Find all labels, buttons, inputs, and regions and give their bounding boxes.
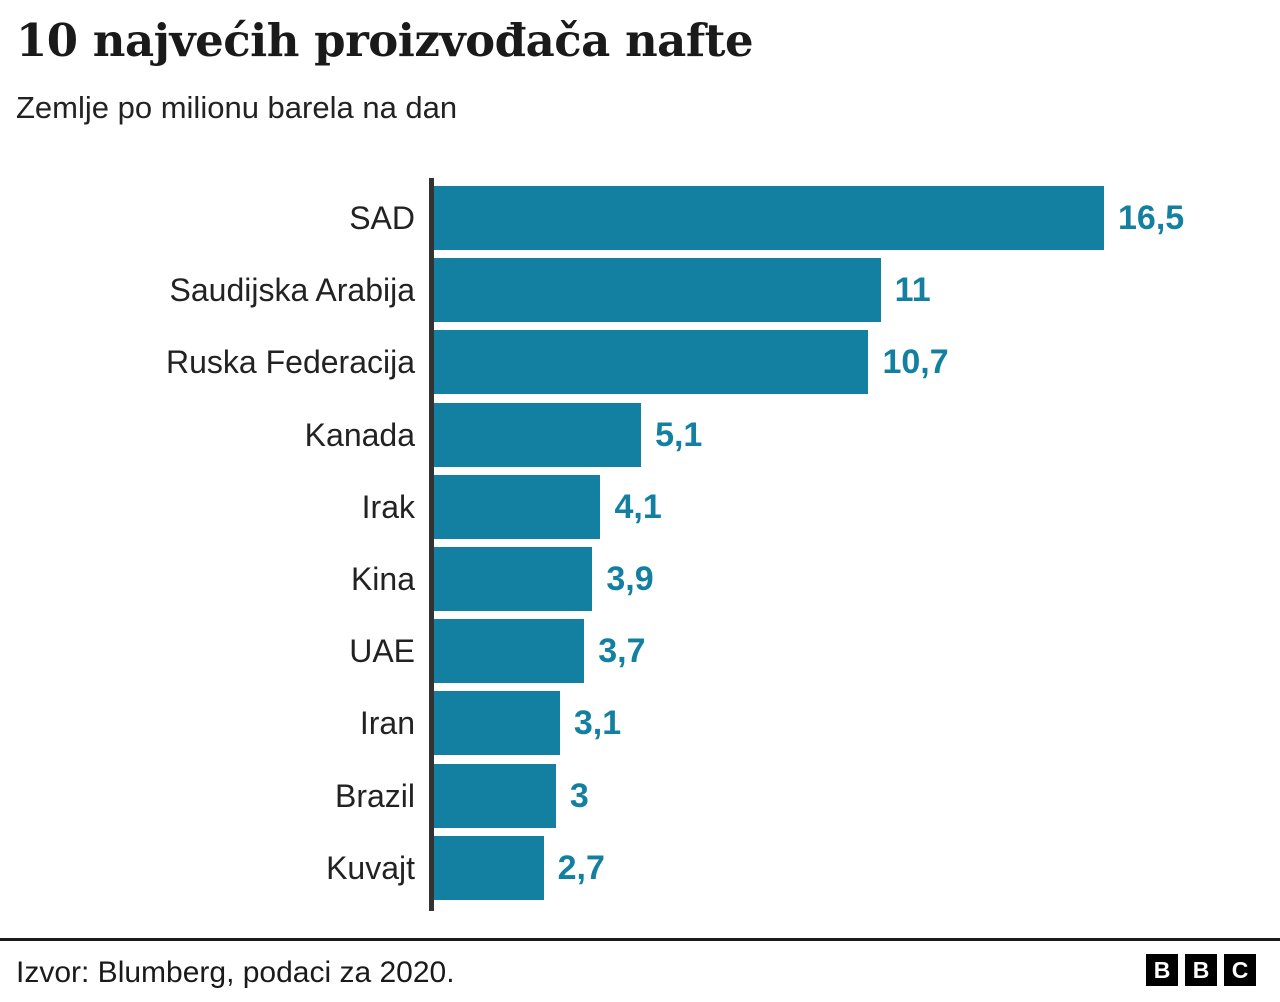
category-label: Brazil [334,777,415,814]
chart-subtitle: Zemlje po milionu barela na dan [16,90,458,125]
value-label: 3,1 [573,704,622,743]
category-label: Kuvajt [326,849,415,886]
bar-row: SAD 16,5 [0,186,1280,258]
bar [434,330,869,395]
bar-row: UAE 3,7 [0,619,1280,691]
bar [434,474,601,539]
bar-row: Irak 4,1 [0,474,1280,547]
chart-title: 10 najvećih proizvođača nafte [16,14,754,67]
bbc-logo: B B C [1146,954,1256,986]
bbc-logo-letter: B [1146,954,1178,986]
bar-row: Kuvajt 2,7 [0,835,1280,908]
value-label: 11 [894,271,931,310]
bar-row: Saudijska Arabija 11 [0,258,1280,330]
bar-row: Ruska Federacija 10,7 [0,330,1280,402]
value-label: 16,5 [1118,199,1185,237]
bar [434,835,544,900]
bar-row: Iran 3,1 [0,691,1280,763]
bar [434,402,642,467]
bar [434,186,1104,250]
category-label: Saudijska Arabija [169,272,415,309]
category-label: Kanada [304,416,415,453]
value-label: 5,1 [655,415,703,454]
category-label: Kina [350,560,415,597]
bar-row: Kanada 5,1 [0,402,1280,475]
footer-divider [0,938,1280,941]
category-label: UAE [349,633,415,670]
category-label: Iran [359,705,415,742]
category-label: Ruska Federacija [166,344,415,381]
value-label: 3 [569,776,589,815]
bar [434,258,881,323]
value-label: 4,1 [614,487,662,526]
bar [434,546,593,611]
category-label: Irak [361,488,415,525]
bar [434,619,585,684]
value-label: 3,7 [598,632,646,671]
source-text: Izvor: Blumberg, podaci za 2020. [16,956,455,989]
y-axis-line [429,178,434,911]
value-label: 3,9 [606,559,654,598]
bar-rows: SAD 16,5 Saudijska Arabija 11 Ruska Federaci… [0,186,1280,908]
value-label: 10,7 [882,343,949,382]
bar-row: Brazil 3 [0,763,1280,836]
bar [434,691,560,756]
bar-chart: SAD 16,5 Saudijska Arabija 11 Ruska Federaci… [0,178,1280,918]
category-label: SAD [349,200,415,236]
bar [434,763,556,828]
bbc-logo-letter: B [1185,954,1217,986]
bar-row: Kina 3,9 [0,546,1280,619]
bbc-logo-letter: C [1224,954,1256,986]
value-label: 2,7 [557,848,605,887]
